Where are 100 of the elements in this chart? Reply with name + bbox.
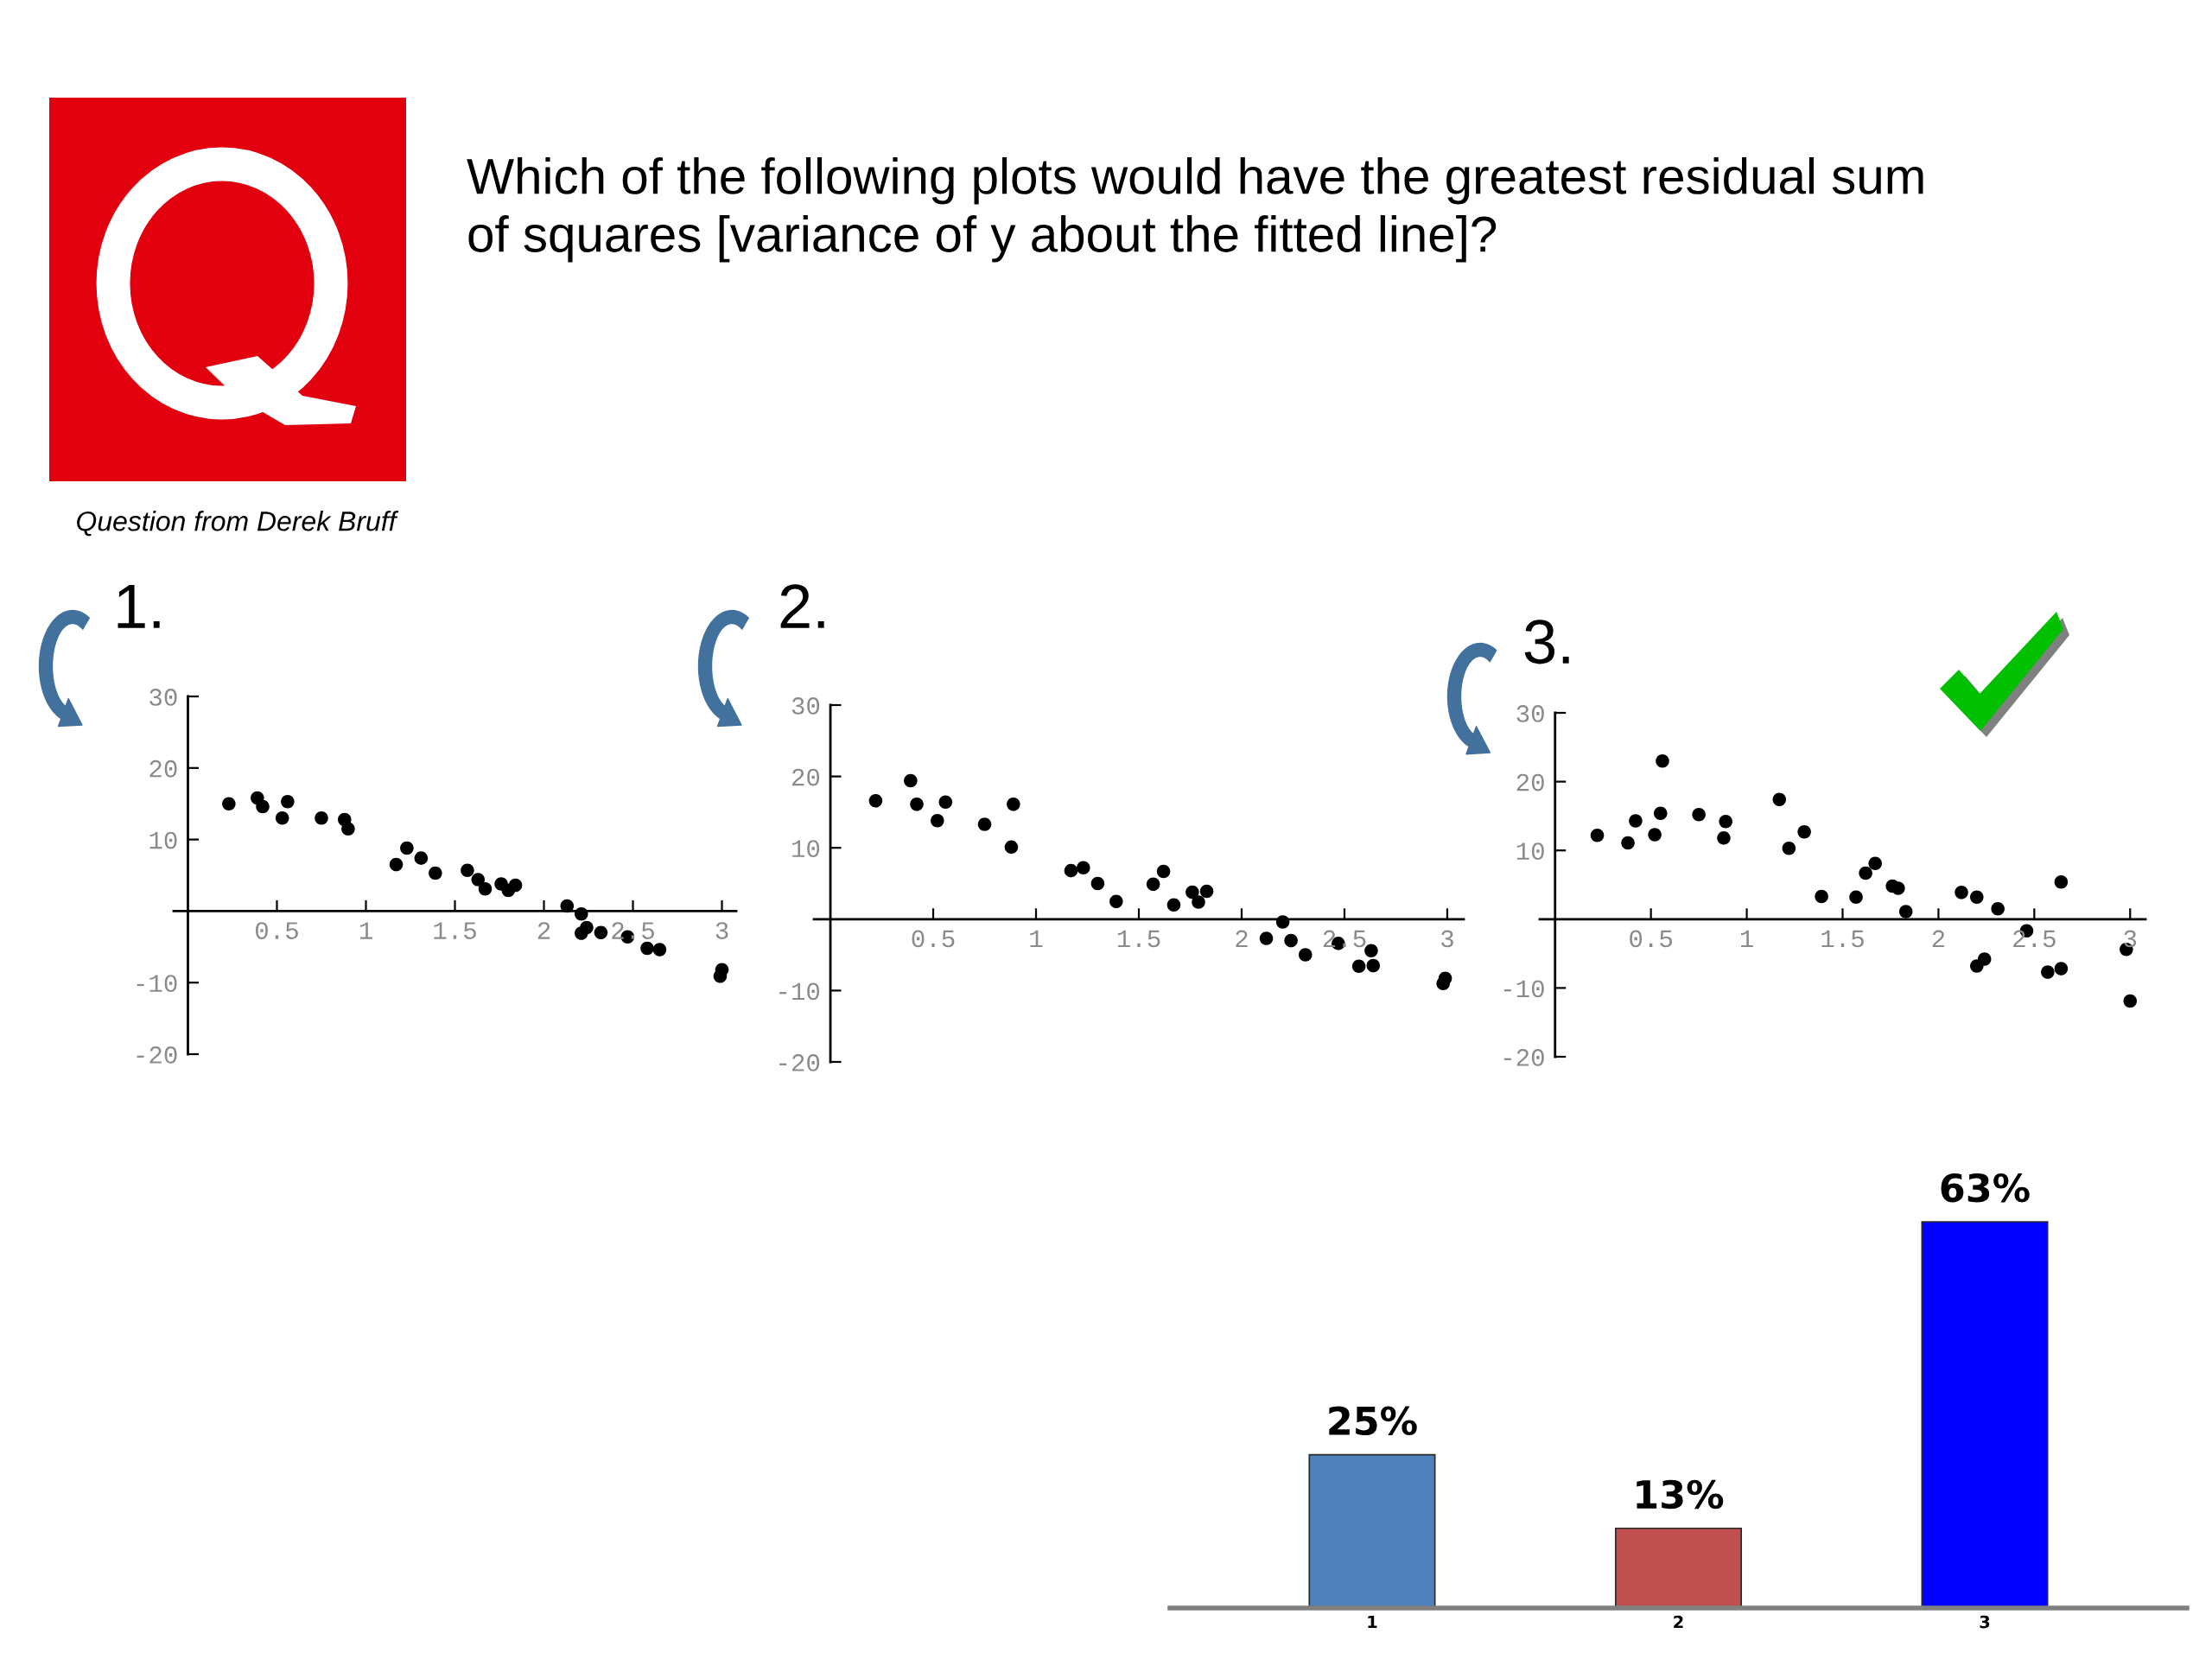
point (1692, 808, 1706, 822)
point (400, 841, 414, 855)
point (1109, 894, 1123, 908)
chart-title: 1. (118, 584, 160, 628)
point (1898, 905, 1913, 918)
y-tick-label: 20 (1516, 773, 1544, 791)
point (1621, 836, 1635, 850)
point (1590, 828, 1605, 842)
y-tick-label: -20 (137, 1046, 177, 1064)
x-tick-label: 0.5 (912, 930, 955, 948)
point (1284, 933, 1298, 948)
x-tick-label: 0.5 (256, 922, 298, 939)
x-tick-label: 3 (1980, 1615, 1990, 1629)
point (594, 925, 608, 939)
point (1849, 890, 1863, 905)
x-tick-label: 1 (1030, 930, 1043, 948)
point (1156, 864, 1171, 879)
point (1299, 948, 1313, 962)
point (2123, 994, 2138, 1008)
x-tick-label: 2 (1236, 930, 1248, 948)
x-tick-label: 0.5 (1630, 930, 1673, 948)
point (1436, 976, 1450, 990)
point (1192, 895, 1205, 909)
point (1259, 931, 1274, 945)
text: Question from Derek Bruff (77, 511, 399, 537)
point (1076, 861, 1090, 875)
data-label: 63% (1941, 1173, 2030, 1203)
point (1970, 890, 1984, 905)
point (1991, 902, 2005, 916)
point (1977, 952, 1992, 966)
x-tick-label: 3 (2124, 930, 2137, 948)
point (868, 793, 883, 808)
point (275, 811, 289, 825)
y-tick-label: 20 (149, 760, 177, 778)
y-tick-label: 30 (791, 697, 820, 715)
y-tick-label: -10 (779, 982, 820, 1001)
point (910, 798, 924, 811)
point (1859, 866, 1872, 880)
point (508, 878, 523, 893)
point (1797, 824, 1811, 839)
point (341, 822, 355, 836)
point (977, 817, 992, 831)
point (315, 811, 328, 825)
point (1364, 944, 1378, 957)
x-tick-label: 1 (359, 922, 372, 939)
point (1064, 863, 1078, 878)
point (1146, 877, 1160, 892)
point (1656, 753, 1669, 768)
point (1772, 792, 1787, 807)
y-tick-label: 20 (791, 768, 820, 786)
text: Which of the following plots would have the greatest residual sum of squares [variance of y about the fitted line]? (467, 157, 1923, 263)
point (281, 794, 295, 809)
point (389, 857, 404, 872)
x-tick-label: 2 (1932, 930, 1945, 948)
chart-title: 2. (780, 584, 824, 628)
y-tick-label: -20 (779, 1054, 820, 1071)
x-tick-label: 2 (537, 922, 550, 939)
point (2054, 875, 2069, 889)
x-tick-label: 3 (1441, 930, 1453, 948)
x-tick-label: 1 (1368, 1615, 1377, 1629)
point (1868, 856, 1882, 871)
point (1007, 798, 1020, 811)
x-tick-label: 1.5 (434, 922, 476, 939)
x-tick-label: 1 (1740, 930, 1753, 948)
y-tick-label: 10 (1516, 842, 1544, 861)
point (938, 795, 953, 810)
point (1891, 881, 1905, 895)
point (1782, 842, 1796, 855)
y-tick-label: -10 (137, 975, 177, 993)
x-tick-label: 2.5 (1323, 930, 1366, 948)
point (1199, 884, 1214, 899)
point (1004, 840, 1019, 855)
point (1185, 885, 1199, 899)
x-tick-label: 2.5 (612, 922, 654, 939)
point (1648, 828, 1662, 842)
point (222, 797, 236, 810)
point (640, 941, 654, 956)
point (2054, 962, 2069, 976)
point (471, 873, 486, 887)
y-tick-label: 10 (792, 840, 820, 858)
data-label: 25% (1329, 1406, 1417, 1436)
point (1955, 885, 1968, 899)
data-label: 13% (1637, 1479, 1724, 1510)
x-tick-label: 2 (1674, 1615, 1683, 1629)
point (652, 943, 667, 957)
x-tick-label: 3 (715, 922, 728, 939)
y-tick-label: 30 (149, 689, 177, 706)
point (1366, 958, 1381, 973)
y-tick-label: 30 (1516, 705, 1544, 722)
y-tick-label: -20 (1503, 1049, 1544, 1066)
y-tick-label: -10 (1503, 980, 1544, 998)
point (478, 881, 493, 896)
point (1717, 831, 1731, 845)
chart-title: 3. (1524, 620, 1569, 664)
point (1815, 889, 1828, 904)
point (256, 799, 270, 814)
point (1719, 815, 1732, 829)
x-tick-label: 1.5 (1821, 930, 1864, 948)
x-tick-label: 2.5 (2013, 930, 2056, 948)
point (1351, 959, 1366, 974)
